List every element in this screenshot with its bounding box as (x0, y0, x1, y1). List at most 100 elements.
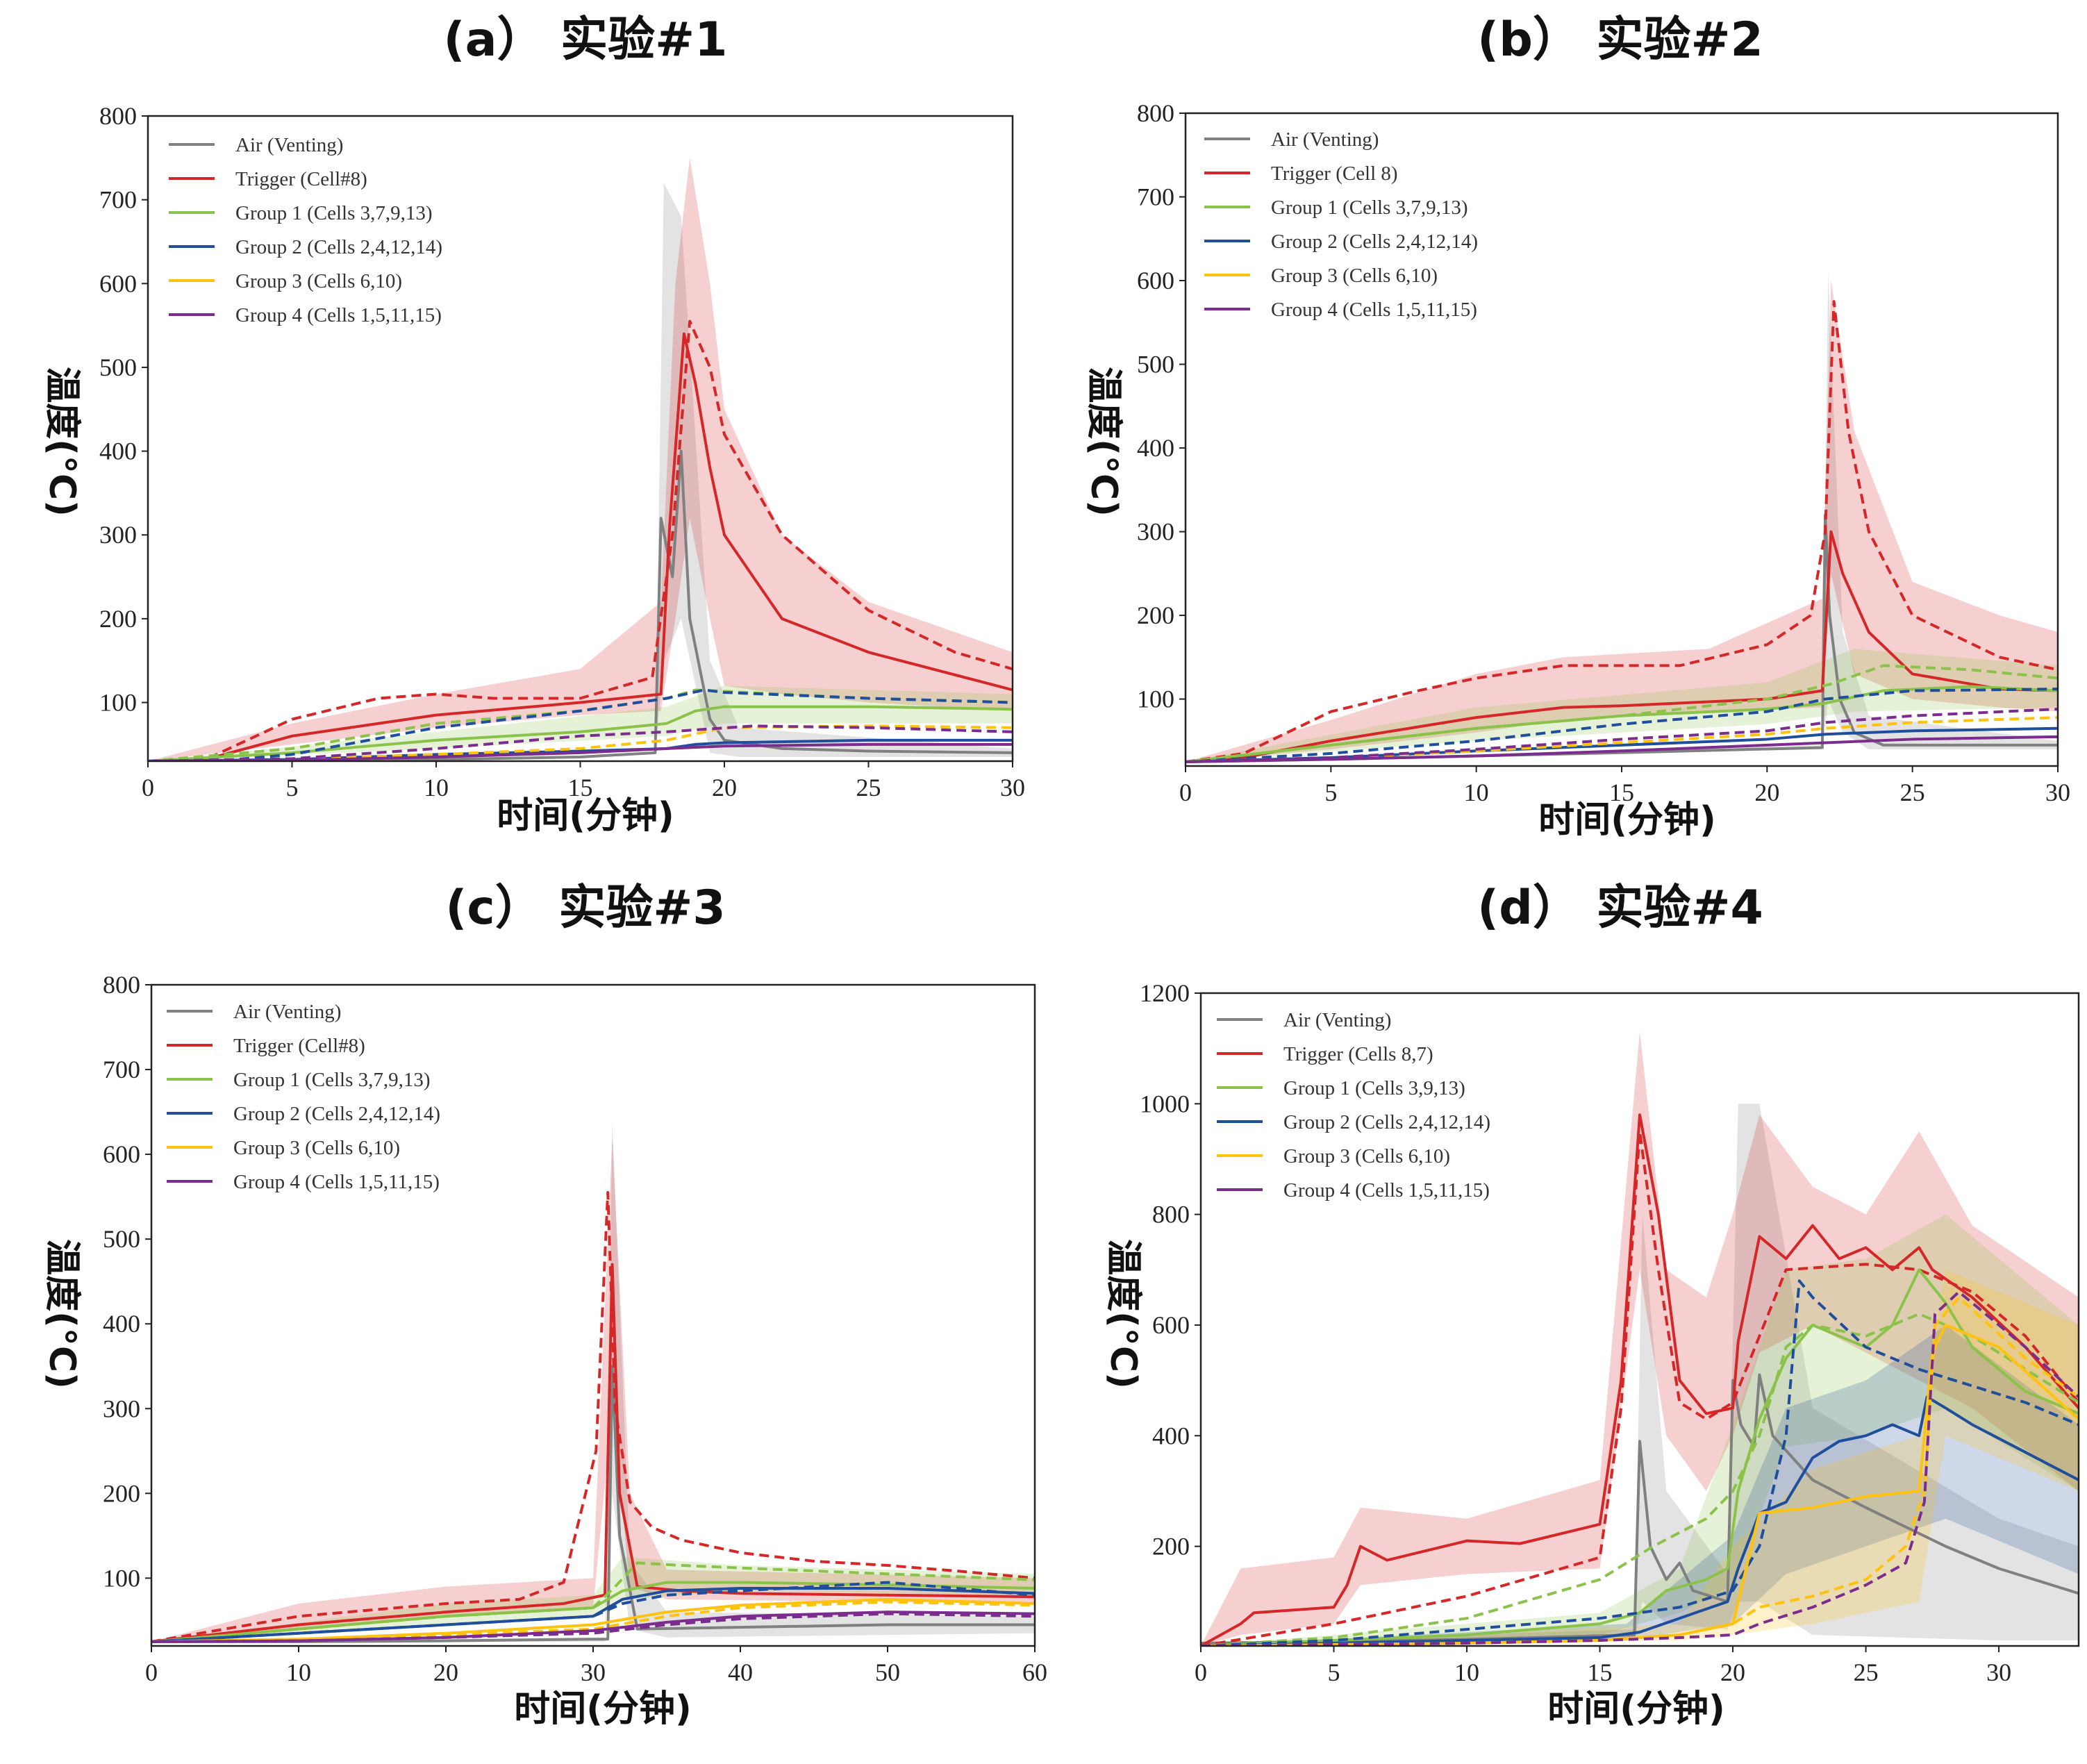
series-line-group3-dashed (151, 1600, 1035, 1643)
y-tick-label: 500 (1137, 351, 1174, 378)
panel-title: (b） 实验#2 (1477, 13, 1763, 67)
y-tick-label: 400 (103, 1310, 140, 1338)
x-tick-label: 25 (1900, 779, 1925, 806)
x-tick-label: 10 (1464, 779, 1489, 806)
legend-label: Group 2 (Cells 2,4,12,14) (1283, 1111, 1490, 1133)
x-tick-label: 25 (1854, 1658, 1879, 1686)
panel-b: (b） 实验#2 0 5 10 15 20 25 30 100 200 300 400 500 600 70… (1083, 13, 2070, 841)
x-axis-label: 时间(分钟) (1538, 799, 1716, 841)
legend-label: Group 2 (Cells 2,4,12,14) (1271, 231, 1478, 253)
lines (1186, 300, 2058, 763)
y-tick-label: 300 (99, 521, 137, 549)
plot-frame (1199, 992, 2080, 1647)
y-tick-label: 100 (99, 689, 137, 717)
y-tick-label: 800 (99, 102, 137, 130)
legend-label: Air (Venting) (1271, 128, 1379, 151)
y-tick-label: 800 (103, 971, 140, 999)
legend-label: Group 2 (Cells 2,4,12,14) (235, 236, 442, 258)
band-air (1201, 1104, 2079, 1644)
series-line-trigger (1201, 1113, 2079, 1646)
band-trigger (148, 158, 1013, 761)
x-tick-label: 10 (286, 1658, 311, 1686)
series-line-group2 (1201, 1395, 2079, 1646)
y-tick-label: 200 (1152, 1533, 1190, 1561)
legend-label: Group 4 (Cells 1,5,11,15) (233, 1171, 440, 1193)
series-line-group1-dashed (151, 1561, 1035, 1643)
legend-label: Trigger (Cell 8) (1271, 163, 1398, 185)
series-line-group2-dashed (151, 1581, 1035, 1643)
y-tick-label: 700 (99, 186, 137, 214)
x-tick-label: 30 (1986, 1658, 2011, 1686)
series-line-trigger (1186, 530, 2058, 763)
y-tick-label: 500 (103, 1225, 140, 1253)
x-tick-label: 30 (1000, 774, 1025, 801)
y-tick-label: 700 (103, 1056, 140, 1083)
panel-c: (c） 实验#3 0 10 20 30 40 50 60 100 200 300 400 500 600 7… (41, 881, 1047, 1730)
band-group2 (1201, 1324, 2079, 1646)
x-axis-label: 时间(分钟) (1547, 1688, 1725, 1730)
legend: Air (Venting) Trigger (Cell#8) Group 1 (Ce… (167, 1001, 440, 1193)
series-line-group2-dashed (1201, 1279, 2079, 1646)
y-tick-label: 500 (99, 353, 137, 381)
y-tick-label: 100 (1137, 685, 1174, 713)
x-tick-label: 0 (142, 774, 154, 801)
plot-area (1186, 272, 2058, 763)
series-line-group2-dashed (148, 688, 1013, 761)
series-line-group4-dashed (1186, 708, 2058, 763)
legend-label: Group 3 (Cells 6,10) (235, 270, 402, 292)
band-group3 (1201, 1270, 2079, 1646)
plot-area (1201, 1031, 2079, 1646)
y-tick-label: 200 (103, 1479, 140, 1507)
series-line-group4-dashed (151, 1612, 1035, 1643)
y-axis-label: 温度(°C) (41, 367, 83, 517)
y-tick-label: 200 (1137, 601, 1174, 629)
legend-label: Group 3 (Cells 6,10) (1271, 265, 1438, 287)
x-tick-label: 0 (145, 1658, 158, 1686)
x-tick-label: 5 (1324, 779, 1337, 806)
y-tick-label: 600 (1152, 1311, 1190, 1339)
legend-label: Group 1 (Cells 3,7,9,13) (235, 202, 433, 224)
series-line-trigger (151, 1263, 1035, 1643)
legend-label: Trigger (Cell#8) (235, 168, 367, 190)
y-tick-label: 800 (1137, 99, 1174, 127)
legend-label: Group 1 (Cells 3,7,9,13) (1271, 197, 1468, 219)
y-tick-label: 600 (103, 1140, 140, 1168)
panel-title: (d） 实验#4 (1477, 881, 1763, 935)
series-line-group1 (1186, 685, 2058, 763)
x-tick-label: 0 (1179, 779, 1192, 806)
legend-label: Group 3 (Cells 6,10) (1283, 1145, 1450, 1167)
series-line-group4 (1186, 735, 2058, 763)
series-line-air (151, 1365, 1035, 1643)
legend-label: Group 4 (Cells 1,5,11,15) (235, 304, 442, 326)
x-tick-label: 20 (1754, 779, 1779, 806)
y-tick-label: 700 (1137, 183, 1174, 211)
x-tick-label: 40 (728, 1658, 753, 1686)
x-tick-label: 50 (875, 1658, 900, 1686)
y-axis-label: 温度(°C) (1102, 1239, 1144, 1389)
x-tick-label: 15 (1609, 779, 1634, 806)
panel-a: (a） 实验#1 0 5 10 15 20 25 30 100 200 300 400 500 600 70… (41, 13, 1025, 837)
y-tick-label: 400 (1137, 434, 1174, 462)
x-tick-label: 30 (2045, 779, 2070, 806)
x-tick-label: 5 (1328, 1658, 1340, 1686)
plot-area (151, 1120, 1035, 1643)
legend-label: Group 4 (Cells 1,5,11,15) (1283, 1179, 1490, 1201)
x-tick-label: 15 (1588, 1658, 1613, 1686)
x-tick-label: 10 (1454, 1658, 1479, 1686)
series-line-group3-dashed (1201, 1296, 2079, 1646)
y-tick-label: 400 (1152, 1422, 1190, 1449)
series-line-group2-dashed (1186, 688, 2058, 763)
series-line-group4 (148, 742, 1013, 761)
series-line-group4-dashed (148, 724, 1013, 761)
y-tick-label: 400 (99, 438, 137, 465)
series-line-group4-dashed (1201, 1290, 2079, 1646)
y-tick-label: 200 (99, 605, 137, 633)
legend-label: Trigger (Cells 8,7) (1283, 1043, 1433, 1065)
x-tick-label: 5 (286, 774, 299, 801)
y-tick-label: 800 (1152, 1201, 1190, 1229)
lines (1201, 1113, 2079, 1646)
panel-d: (d） 实验#4 0 5 10 15 20 25 30 200 400 600 800 1000 1200… (1102, 881, 2080, 1730)
y-tick-label: 1200 (1140, 979, 1190, 1007)
legend: Air (Venting) Trigger (Cell 8) Group 1 (Ce… (1204, 128, 1478, 321)
x-tick-label: 0 (1195, 1658, 1207, 1686)
